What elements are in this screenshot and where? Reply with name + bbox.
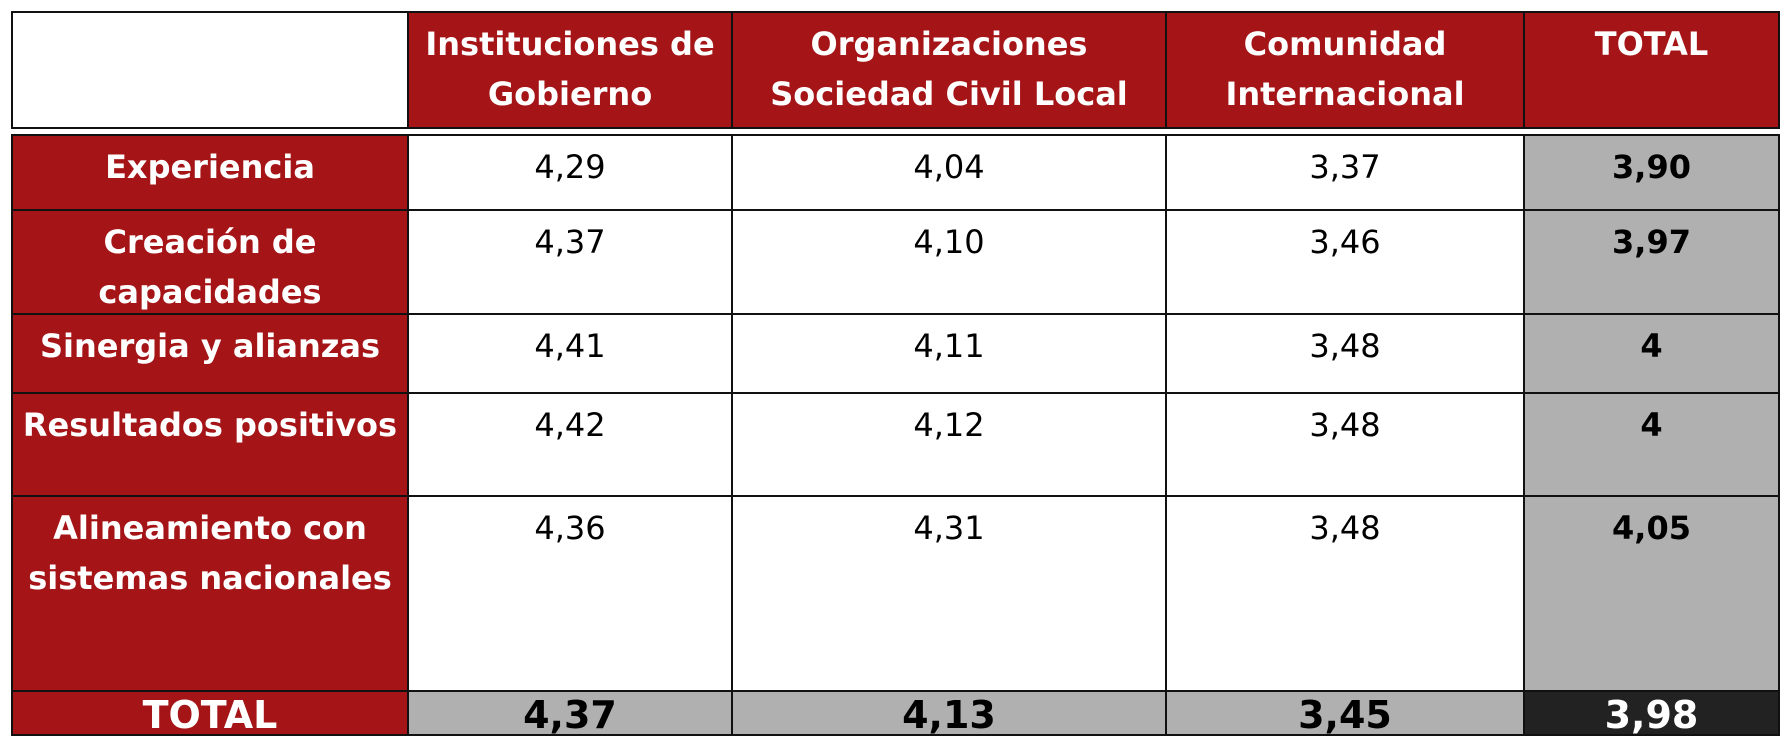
row-label: Alineamiento con sistemas nacionales	[11, 495, 409, 692]
value-cell: 4,41	[407, 313, 733, 394]
row-total: 4	[1523, 392, 1780, 497]
corner-cell	[11, 11, 409, 129]
column-header: Instituciones de Gobierno	[407, 11, 733, 129]
row-total: 4,05	[1523, 495, 1780, 692]
value-cell: 4,36	[407, 495, 733, 692]
total-label: TOTAL	[11, 690, 409, 736]
value-cell: 4,10	[731, 209, 1167, 315]
value-cell: 4,12	[731, 392, 1167, 497]
column-header: Organizaciones Sociedad Civil Local	[731, 11, 1167, 129]
value-cell: 3,37	[1165, 134, 1525, 211]
column-total: 4,37	[407, 690, 733, 736]
row-label: Experiencia	[11, 134, 409, 211]
value-cell: 3,46	[1165, 209, 1525, 315]
value-cell: 4,11	[731, 313, 1167, 394]
row-label: Sinergia y alianzas	[11, 313, 409, 394]
row-total: 3,90	[1523, 134, 1780, 211]
column-total: 3,98	[1523, 690, 1780, 736]
column-total: 3,45	[1165, 690, 1525, 736]
value-cell: 4,42	[407, 392, 733, 497]
column-total: 4,13	[731, 690, 1167, 736]
value-cell: 4,29	[407, 134, 733, 211]
row-label: Resultados positivos	[11, 392, 409, 497]
row-total: 3,97	[1523, 209, 1780, 315]
column-header: TOTAL	[1523, 11, 1780, 129]
value-cell: 3,48	[1165, 495, 1525, 692]
column-header: Comunidad Internacional	[1165, 11, 1525, 129]
value-cell: 3,48	[1165, 392, 1525, 497]
row-total: 4	[1523, 313, 1780, 394]
value-cell: 4,31	[731, 495, 1167, 692]
value-cell: 4,04	[731, 134, 1167, 211]
row-label: Creación de capacidades	[11, 209, 409, 315]
value-cell: 4,37	[407, 209, 733, 315]
value-cell: 3,48	[1165, 313, 1525, 394]
